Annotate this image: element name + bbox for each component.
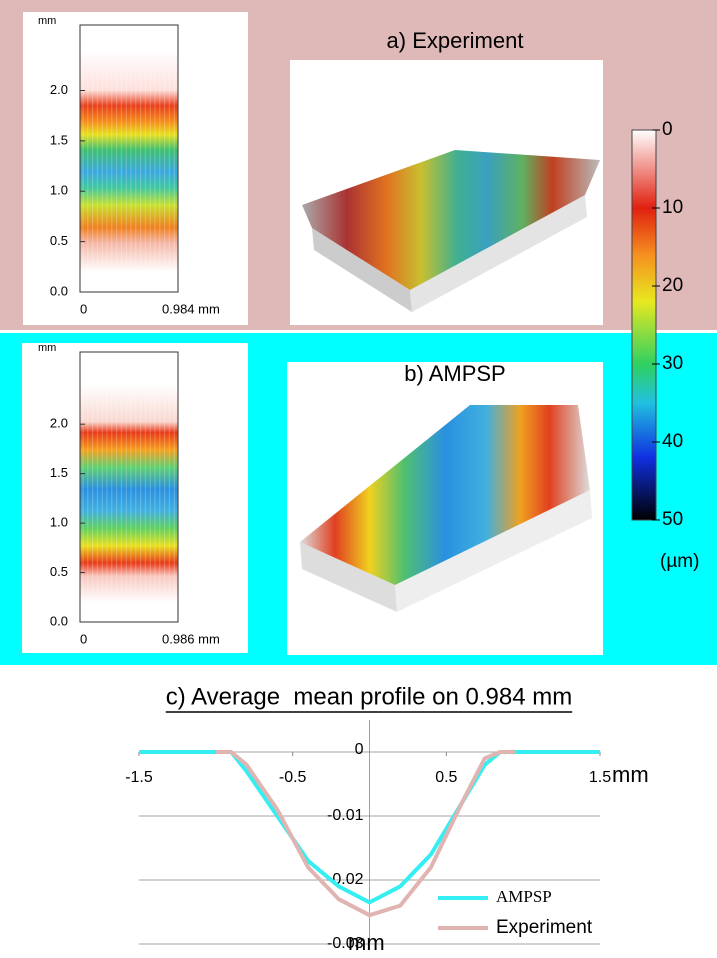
chart-title: c) Average mean profile on 0.984 mm	[166, 683, 572, 710]
map-image	[80, 50, 178, 272]
y-tick-label: -0.01	[327, 807, 364, 824]
x-tick-label: 0.5	[435, 769, 457, 786]
map-y-label: 0.0	[50, 613, 68, 628]
y-axis-label: mm	[348, 930, 385, 955]
colorbar-label: 20	[662, 275, 683, 296]
colorbar-label: 10	[662, 197, 683, 218]
slab-side	[312, 228, 412, 312]
map-y-label: 0.0	[50, 283, 68, 298]
map-x-label: 0.984 mm	[162, 301, 220, 316]
series-line	[215, 750, 516, 918]
x-tick-label: -0.5	[279, 769, 307, 786]
map-frame	[79, 351, 179, 623]
map-y-label: 0.5	[50, 233, 68, 248]
map-y-label: 2.0	[50, 82, 68, 97]
colorbar-label: 50	[662, 509, 683, 530]
map-y-label: 1.0	[50, 515, 68, 530]
x-axis-label: mm	[612, 762, 649, 787]
legend-label: Experiment	[496, 917, 593, 938]
colorbar	[631, 129, 657, 521]
legend-label: AMPSP	[496, 887, 552, 906]
map-y-label: 0.5	[50, 564, 68, 579]
map-y-label: 1.5	[50, 132, 68, 147]
slab-side	[300, 542, 397, 612]
slab-front	[395, 490, 592, 612]
map-unit: mm	[38, 342, 56, 354]
map-x-label: 0	[80, 631, 87, 646]
y-tick-label: -0.03	[327, 935, 364, 952]
map-unit: mm	[38, 15, 56, 27]
panel-title: b) AMPSP	[404, 361, 505, 386]
map-y-label: 1.0	[50, 183, 68, 198]
slab-front	[410, 195, 587, 312]
surface-3d	[302, 150, 600, 290]
map-y-label: 1.5	[50, 465, 68, 480]
y-tick-label: 0	[355, 741, 364, 758]
colorbar-label: 40	[662, 431, 683, 452]
map-x-label: 0.986 mm	[162, 631, 220, 646]
panel-title: a) Experiment	[387, 28, 524, 53]
colorbar-unit: (µm)	[660, 551, 699, 572]
surface-3d	[300, 405, 590, 585]
map-x-label: 0	[80, 301, 87, 316]
map-frame	[79, 24, 179, 293]
x-tick-label: 1.5	[589, 769, 611, 786]
colorbar-label: 0	[662, 119, 673, 140]
map-y-label: 2.0	[50, 416, 68, 431]
colorbar-label: 30	[662, 353, 683, 374]
map-image	[80, 384, 178, 603]
x-tick-label: -1.5	[125, 769, 153, 786]
